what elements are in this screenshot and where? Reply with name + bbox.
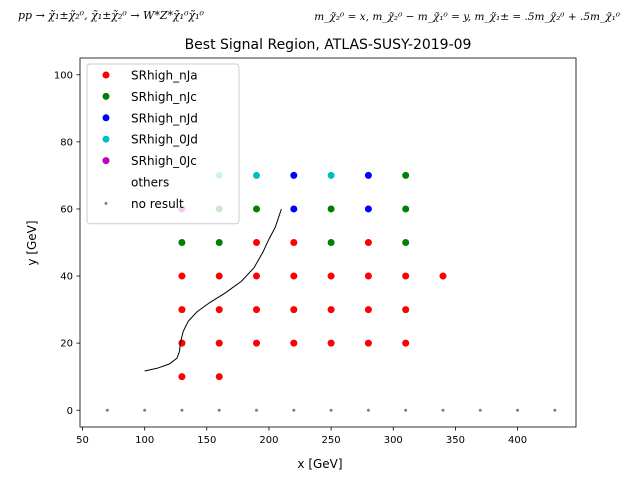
point-srhigh-nja: [253, 239, 261, 246]
point-srhigh-nja: [178, 339, 186, 347]
point-no-result: [255, 408, 259, 412]
plot-area: 50 100 150 200 250 300 350 400 0 20 40 60 80 100: [54, 57, 577, 446]
legend-label-srhigh-0jd: SRhigh_0Jd: [131, 133, 198, 147]
point-srhigh-nja: [253, 306, 261, 314]
point-srhigh-njc: [402, 205, 410, 213]
x-tick-label: 300: [384, 435, 403, 446]
point-srhigh-nja: [327, 272, 335, 280]
x-tick-label: 200: [259, 435, 278, 446]
x-tick-label: 50: [76, 435, 89, 446]
point-srhigh-nja: [215, 373, 223, 381]
y-tick-label: 20: [60, 339, 73, 350]
point-srhigh-njc: [327, 205, 335, 213]
y-axis-label: y [GeV]: [25, 220, 39, 265]
point-srhigh-njc: [327, 239, 335, 246]
point-srhigh-nja: [290, 339, 298, 347]
y-tick-label: 80: [60, 137, 73, 148]
point-no-result: [105, 408, 109, 412]
point-srhigh-njc: [253, 205, 261, 213]
point-srhigh-nja: [290, 272, 298, 280]
point-srhigh-nja: [364, 272, 372, 280]
x-tick-label: 250: [322, 435, 341, 446]
point-srhigh-nja: [178, 272, 186, 280]
point-no-result: [366, 408, 370, 412]
x-axis-label: x [GeV]: [297, 457, 342, 471]
point-srhigh-nja: [290, 239, 298, 246]
chart-title: Best Signal Region, ATLAS-SUSY-2019-09: [185, 37, 472, 53]
point-srhigh-nja: [253, 272, 261, 280]
point-srhigh-njc: [402, 171, 410, 179]
point-srhigh-njd: [290, 205, 298, 213]
legend-marker-srhigh-njc: [102, 92, 110, 100]
mass-relations-label: m_χ̃₂⁰ = x, m_χ̃₂⁰ − m_χ̃₁⁰ = y, m_χ̃₁± …: [314, 11, 620, 23]
point-srhigh-nja: [215, 272, 223, 280]
y-tick-label: 0: [67, 406, 73, 417]
point-no-result: [180, 408, 184, 412]
point-srhigh-nja: [215, 306, 223, 314]
y-tick-label: 100: [54, 70, 73, 81]
point-srhigh-njd: [364, 205, 372, 213]
x-tick-label: 350: [446, 435, 465, 446]
point-srhigh-njc: [178, 239, 186, 246]
point-srhigh-njd: [290, 171, 298, 179]
legend-label-srhigh-njc: SRhigh_nJc: [131, 90, 197, 104]
legend-label-no-result: no result: [131, 197, 184, 211]
point-srhigh-nja: [253, 339, 261, 347]
point-srhigh-njc: [402, 239, 410, 246]
x-tick-label: 150: [197, 435, 216, 446]
point-no-result: [143, 408, 147, 412]
exclusion-curve: [144, 208, 282, 372]
point-no-result: [217, 408, 221, 412]
point-srhigh-njc: [215, 239, 223, 246]
legend-label-srhigh-nja: SRhigh_nJa: [131, 69, 198, 83]
legend-marker-srhigh-njd: [102, 114, 110, 122]
x-tick-label: 400: [508, 435, 527, 446]
point-srhigh-nja: [364, 239, 372, 246]
legend-marker-srhigh-nja: [102, 71, 110, 79]
point-no-result: [553, 408, 557, 412]
legend-marker-srhigh-0jc: [102, 157, 110, 165]
process-label: pp → χ̃₁±χ̃₂⁰, χ̃₁±χ̃₂⁰ → W*Z*χ̃₁⁰χ̃₁⁰: [18, 9, 204, 22]
legend-box: [86, 63, 240, 225]
point-no-result: [478, 408, 482, 412]
point-srhigh-njd: [364, 171, 372, 179]
x-tick-label: 100: [135, 435, 154, 446]
point-srhigh-nja: [290, 306, 298, 314]
point-srhigh-nja: [178, 373, 186, 381]
y-tick-label: 60: [60, 205, 73, 216]
legend-marker-no-result: [104, 201, 108, 205]
point-no-result: [441, 408, 445, 412]
legend-label-srhigh-njd: SRhigh_nJd: [131, 111, 198, 125]
legend-label-others: others: [131, 176, 169, 190]
point-srhigh-nja: [327, 339, 335, 347]
point-no-result: [292, 408, 296, 412]
point-srhigh-nja: [439, 272, 447, 280]
point-srhigh-nja: [364, 339, 372, 347]
point-no-result: [404, 408, 408, 412]
y-tick-label: 40: [60, 272, 73, 283]
point-srhigh-0jd: [253, 171, 261, 179]
legend: SRhigh_nJa SRhigh_nJc SRhigh_nJd SRhigh_0Jd…: [86, 63, 240, 225]
point-srhigh-nja: [364, 306, 372, 314]
point-srhigh-nja: [402, 339, 410, 347]
point-srhigh-0jd: [327, 171, 335, 179]
point-no-result: [516, 408, 520, 412]
legend-label-srhigh-0jc: SRhigh_0Jc: [131, 154, 197, 168]
point-srhigh-nja: [215, 339, 223, 347]
point-srhigh-nja: [178, 306, 186, 314]
legend-marker-srhigh-0jd: [102, 135, 110, 143]
point-srhigh-nja: [402, 272, 410, 280]
point-no-result: [329, 408, 333, 412]
point-srhigh-nja: [327, 306, 335, 314]
axes-frame: [79, 57, 577, 428]
point-srhigh-nja: [402, 306, 410, 314]
